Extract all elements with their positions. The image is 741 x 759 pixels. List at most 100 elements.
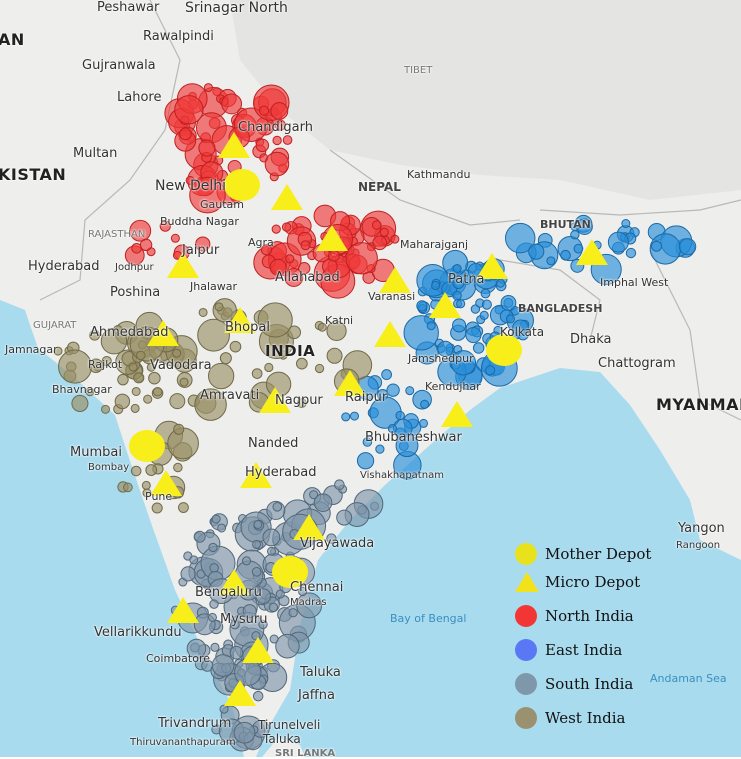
south-india-location-marker[interactable] [186, 638, 207, 659]
north-india-location-marker[interactable] [282, 135, 293, 145]
south-india-location-marker[interactable] [258, 619, 268, 630]
north-india-location-marker[interactable] [345, 242, 378, 275]
west-india-location-marker[interactable] [295, 357, 308, 370]
west-india-location-marker[interactable] [123, 482, 133, 493]
east-india-location-marker[interactable] [570, 230, 580, 240]
east-india-location-marker[interactable] [381, 369, 392, 380]
west-india-location-marker[interactable] [148, 371, 161, 385]
west-india-location-marker[interactable] [136, 350, 146, 361]
north-india-location-marker[interactable] [221, 93, 243, 115]
east-india-location-marker[interactable] [485, 365, 496, 376]
north-india-location-marker[interactable] [372, 235, 388, 251]
east-india-location-marker[interactable] [403, 315, 439, 351]
north-india-location-marker[interactable] [379, 227, 389, 237]
east-india-location-marker[interactable] [516, 328, 529, 341]
west-india-location-marker[interactable] [264, 362, 274, 373]
south-india-location-marker[interactable] [262, 528, 281, 547]
north-india-location-marker[interactable] [264, 151, 290, 177]
west-india-location-marker[interactable] [130, 403, 140, 413]
west-india-location-marker[interactable] [172, 348, 182, 358]
west-india-location-marker[interactable] [88, 358, 104, 373]
west-india-location-marker[interactable] [194, 388, 227, 421]
mother-depot-marker[interactable] [129, 430, 165, 462]
south-india-location-marker[interactable] [211, 514, 221, 524]
south-india-location-marker[interactable] [210, 642, 220, 652]
west-india-location-marker[interactable] [251, 368, 263, 379]
north-india-location-marker[interactable] [185, 175, 195, 185]
east-india-location-marker[interactable] [416, 300, 428, 312]
east-india-location-marker[interactable] [452, 277, 465, 290]
west-india-location-marker[interactable] [207, 362, 235, 390]
south-india-location-marker[interactable] [180, 566, 196, 582]
north-india-location-marker[interactable] [272, 135, 282, 146]
west-india-location-marker[interactable] [317, 322, 327, 332]
west-india-location-marker[interactable] [197, 318, 230, 352]
north-india-location-marker[interactable] [274, 119, 286, 131]
east-india-location-marker[interactable] [504, 222, 536, 254]
west-india-location-marker[interactable] [130, 465, 142, 477]
east-india-location-marker[interactable] [426, 321, 436, 331]
east-india-location-marker[interactable] [621, 219, 631, 229]
east-india-location-marker[interactable] [678, 238, 697, 256]
east-india-location-marker[interactable] [395, 410, 405, 421]
west-india-location-marker[interactable] [133, 372, 145, 384]
west-india-location-marker[interactable] [179, 377, 189, 387]
west-india-location-marker[interactable] [152, 386, 163, 397]
north-india-location-marker[interactable] [269, 258, 287, 276]
south-india-location-marker[interactable] [326, 533, 337, 544]
west-india-location-marker[interactable] [141, 480, 151, 490]
east-india-location-marker[interactable] [500, 294, 517, 311]
micro-depot-marker[interactable] [218, 569, 250, 595]
micro-depot-marker[interactable] [224, 680, 256, 706]
east-india-location-marker[interactable] [481, 299, 492, 310]
micro-depot-marker[interactable] [240, 462, 272, 488]
west-india-location-marker[interactable] [326, 320, 347, 342]
west-india-location-marker[interactable] [145, 464, 158, 476]
west-india-location-marker[interactable] [229, 340, 242, 353]
east-india-location-marker[interactable] [431, 280, 441, 291]
west-india-location-marker[interactable] [257, 302, 293, 338]
micro-depot-marker[interactable] [476, 253, 508, 279]
south-india-location-marker[interactable] [272, 501, 283, 512]
east-india-location-marker[interactable] [452, 264, 462, 274]
east-india-location-marker[interactable] [625, 247, 637, 259]
micro-depot-marker[interactable] [167, 252, 199, 278]
west-india-location-marker[interactable] [198, 307, 208, 317]
east-india-location-marker[interactable] [450, 350, 477, 376]
west-india-location-marker[interactable] [326, 347, 343, 364]
micro-depot-marker[interactable] [441, 401, 473, 427]
north-india-location-marker[interactable] [139, 238, 153, 252]
east-india-location-marker[interactable] [349, 411, 360, 421]
east-india-location-marker[interactable] [362, 437, 373, 447]
east-india-location-marker[interactable] [456, 299, 466, 309]
west-india-location-marker[interactable] [117, 373, 129, 386]
mother-depot-marker[interactable] [486, 334, 522, 366]
east-india-location-marker[interactable] [341, 412, 351, 422]
west-india-location-marker[interactable] [113, 324, 123, 335]
east-india-location-marker[interactable] [452, 290, 462, 301]
east-india-location-marker[interactable] [528, 243, 545, 260]
micro-depot-marker[interactable] [429, 292, 461, 318]
east-india-location-marker[interactable] [386, 383, 400, 397]
north-india-location-marker[interactable] [170, 233, 180, 243]
east-india-location-marker[interactable] [419, 418, 429, 428]
north-india-location-marker[interactable] [271, 224, 281, 234]
north-india-location-marker[interactable] [260, 244, 273, 256]
south-india-location-marker[interactable] [233, 721, 256, 744]
west-india-location-marker[interactable] [71, 394, 89, 412]
west-india-location-marker[interactable] [173, 423, 185, 435]
south-india-location-marker[interactable] [253, 520, 263, 530]
north-india-location-marker[interactable] [179, 127, 192, 141]
micro-depot-marker[interactable] [218, 132, 250, 158]
micro-depot-marker[interactable] [374, 321, 406, 347]
west-india-location-marker[interactable] [287, 325, 302, 340]
east-india-location-marker[interactable] [356, 452, 375, 470]
north-india-location-marker[interactable] [174, 95, 204, 125]
west-india-location-marker[interactable] [100, 404, 111, 414]
west-india-location-marker[interactable] [101, 355, 112, 367]
south-india-location-marker[interactable] [275, 589, 285, 599]
south-india-location-marker[interactable] [209, 563, 219, 573]
micro-depot-marker[interactable] [293, 514, 325, 540]
north-india-location-marker[interactable] [189, 176, 226, 214]
